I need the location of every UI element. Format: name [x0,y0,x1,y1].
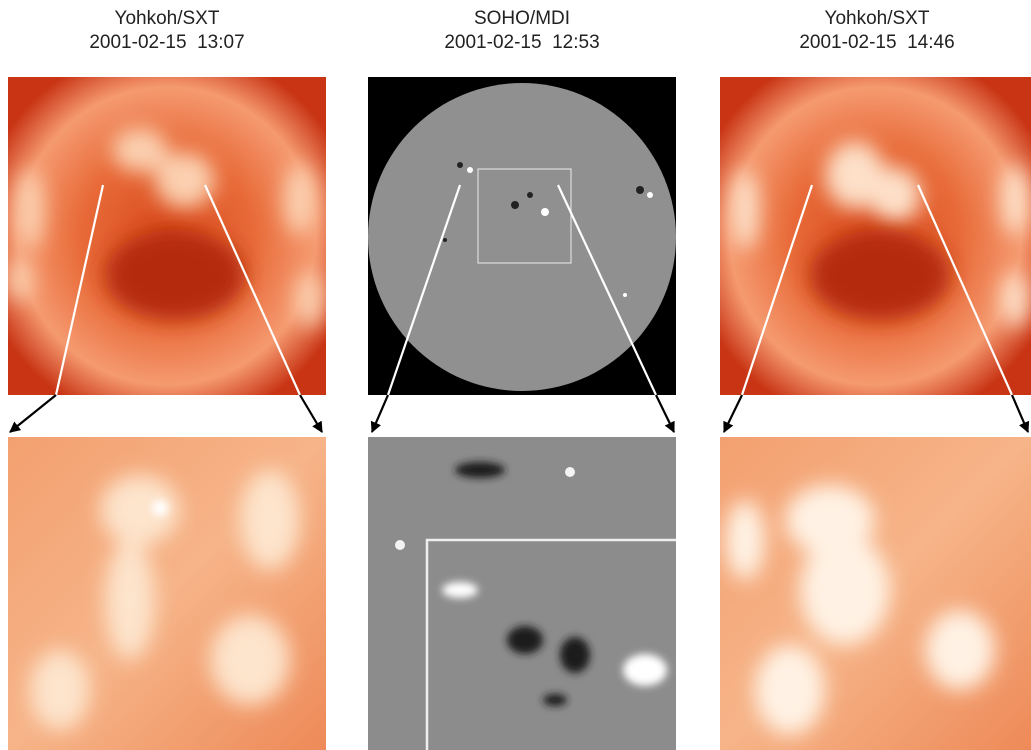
time-label: 2001-02-15 14:46 [799,32,954,53]
instrument-label: Yohkoh/SXT [115,8,220,29]
mdi-full-disk [368,77,676,395]
zoom-arrows [9,184,1030,434]
sxt-full-disk [720,77,1031,395]
instrument-label: SOHO/MDI [474,8,570,29]
sxt-full-disk [8,77,326,395]
titles: Yohkoh/SXT 2001-02-15 13:07 SOHO/MDI 200… [89,8,954,53]
time-label: 2001-02-15 13:07 [89,32,244,53]
sxt-zoom [720,437,1031,750]
mdi-zoom [368,437,676,750]
time-label: 2001-02-15 12:53 [444,32,599,53]
instrument-label: Yohkoh/SXT [825,8,930,29]
sxt-zoom [8,437,326,750]
